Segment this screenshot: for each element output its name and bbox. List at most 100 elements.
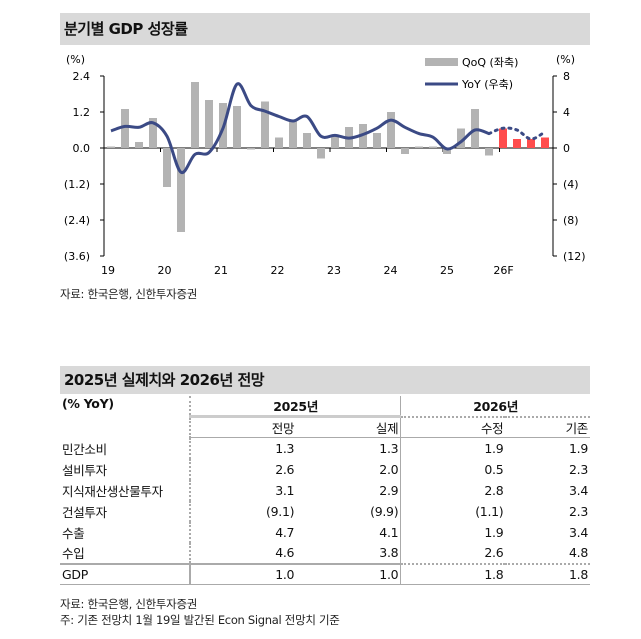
x-tick-label: 20 [158,264,172,277]
cell: 2.9 [296,479,402,501]
x-tick-label: 21 [214,264,228,277]
cell: 2.6 [275,461,295,477]
qoq-bar [149,118,157,148]
qoq-bar [317,148,325,159]
cell: 1.3 [296,437,402,459]
left-tick-label: 0.0 [73,142,91,155]
cell: 1.8 [400,562,506,585]
qoq-bar [233,106,241,148]
qoq-bar [401,148,409,154]
qoq-bar [513,139,521,148]
row-label: 지식재산생산물투자 [60,479,191,501]
cell: 2.8 [484,482,504,498]
right-tick-label: (8) [563,214,579,227]
left-tick-label: (3.6) [64,250,90,263]
cell: 4.1 [296,521,402,543]
cell: 2.3 [569,461,588,477]
qoq-bar [177,148,185,232]
qoq-bar [485,148,493,156]
subheader: 기존 [505,416,590,438]
qoq-bar [527,139,535,148]
right-tick-label: 8 [563,70,570,83]
row-label: 설비투자 [60,458,191,480]
chart-title: 분기별 GDP 성장률 [60,13,590,45]
legend-qoq-label: QoQ (좌축) [462,56,518,69]
right-tick-label: (12) [563,250,586,263]
qoq-bar [541,137,549,148]
right-tick-label: (4) [563,178,579,191]
chart-source: 자료: 한국은행, 신한투자증권 [60,287,197,301]
cell: 1.0 [190,562,297,585]
qoq-bar [275,137,283,148]
cell: 0.5 [484,461,504,477]
cell: 2.0 [296,458,402,480]
subheader: 수정 [400,416,506,438]
qoq-bar [443,148,451,154]
table-row: 설비투자 2.6 2.0 0.5 2.3 [60,458,590,480]
gdp-growth-chart: 2.4 1.2 0.0 (1.2) (2.4) (3.6) 8 4 0 (4) (8) (12) (%)… [64,53,586,277]
qoq-bar [429,146,437,148]
cell: 1.9 [484,524,504,540]
qoq-bar [499,128,507,148]
cell: 1.3 [275,440,295,456]
x-tick-label: 22 [271,264,285,277]
table-row: 수출 4.7 4.1 1.9 3.4 [60,521,590,543]
left-tick-label: 2.4 [73,70,91,83]
cell: (9.1) [266,503,295,519]
qoq-bar [303,133,311,148]
cell: 4.8 [569,545,588,560]
cell: 1.9 [569,440,588,456]
qoq-bar [107,146,115,148]
table-row: 수입 4.6 3.8 2.6 4.8 [60,542,590,564]
legend-qoq-swatch [425,58,458,66]
cell: (9.9) [296,500,402,522]
table-note: 주: 기존 전망치 1월 19일 발간된 Econ Signal 전망치 기준 [60,613,340,627]
cell: 2.6 [484,545,504,560]
cell: 4.7 [275,524,295,540]
x-tick-label: 26F [493,264,513,277]
cell: 1.8 [505,562,590,585]
table-source: 자료: 한국은행, 신한투자증권 [60,597,197,611]
x-tick-label: 24 [384,264,398,277]
unit-label: (% YoY) [60,396,191,438]
qoq-bar [261,101,269,148]
qoq-bar [457,128,465,148]
group-2025: 2025년 [190,396,402,418]
cell: 4.6 [275,545,295,560]
qoq-bar [135,142,143,148]
left-unit: (%) [66,53,85,66]
qoq-bar [373,133,381,148]
cell: 1.0 [296,562,402,585]
qoq-bar [387,112,395,148]
group-2026: 2026년 [400,396,590,418]
legend-yoy-label: YoY (우축) [461,78,513,91]
row-label: 민간소비 [60,437,191,459]
table-row-gdp: GDP 1.0 1.0 1.8 1.8 [60,562,590,585]
row-label: 수출 [60,521,191,543]
subheader: 전망 [190,416,297,438]
qoq-bar [247,148,255,150]
left-tick-label: (1.2) [64,178,90,191]
forecast-table: (% YoY) 2025년 2026년 전망 실제 수정 기존 민간소비 1.3 1… [60,396,590,585]
table-title: 2025년 실제치와 2026년 전망 [60,366,590,394]
row-label: 수입 [60,542,191,564]
row-label: GDP [60,562,191,585]
cell: 3.8 [296,542,402,564]
table-row: 민간소비 1.3 1.3 1.9 1.9 [60,437,590,459]
table-row: 지식재산생산물투자 3.1 2.9 2.8 3.4 [60,479,590,501]
right-tick-label: 4 [563,106,570,119]
qoq-bar [121,109,129,148]
subheader: 실제 [296,416,402,438]
table-row: 건설투자 (9.1) (9.9) (1.1) 2.3 [60,500,590,522]
yoy-line [110,82,490,175]
qoq-bar [289,121,297,148]
x-tick-label: 25 [440,264,454,277]
qoq-bar [191,82,199,148]
right-unit: (%) [556,53,575,66]
row-label: 건설투자 [60,500,191,522]
qoq-bar [205,100,213,148]
left-tick-label: (2.4) [64,214,90,227]
cell: 1.9 [484,440,504,456]
cell: 3.4 [569,524,588,540]
qoq-bar [415,146,423,148]
